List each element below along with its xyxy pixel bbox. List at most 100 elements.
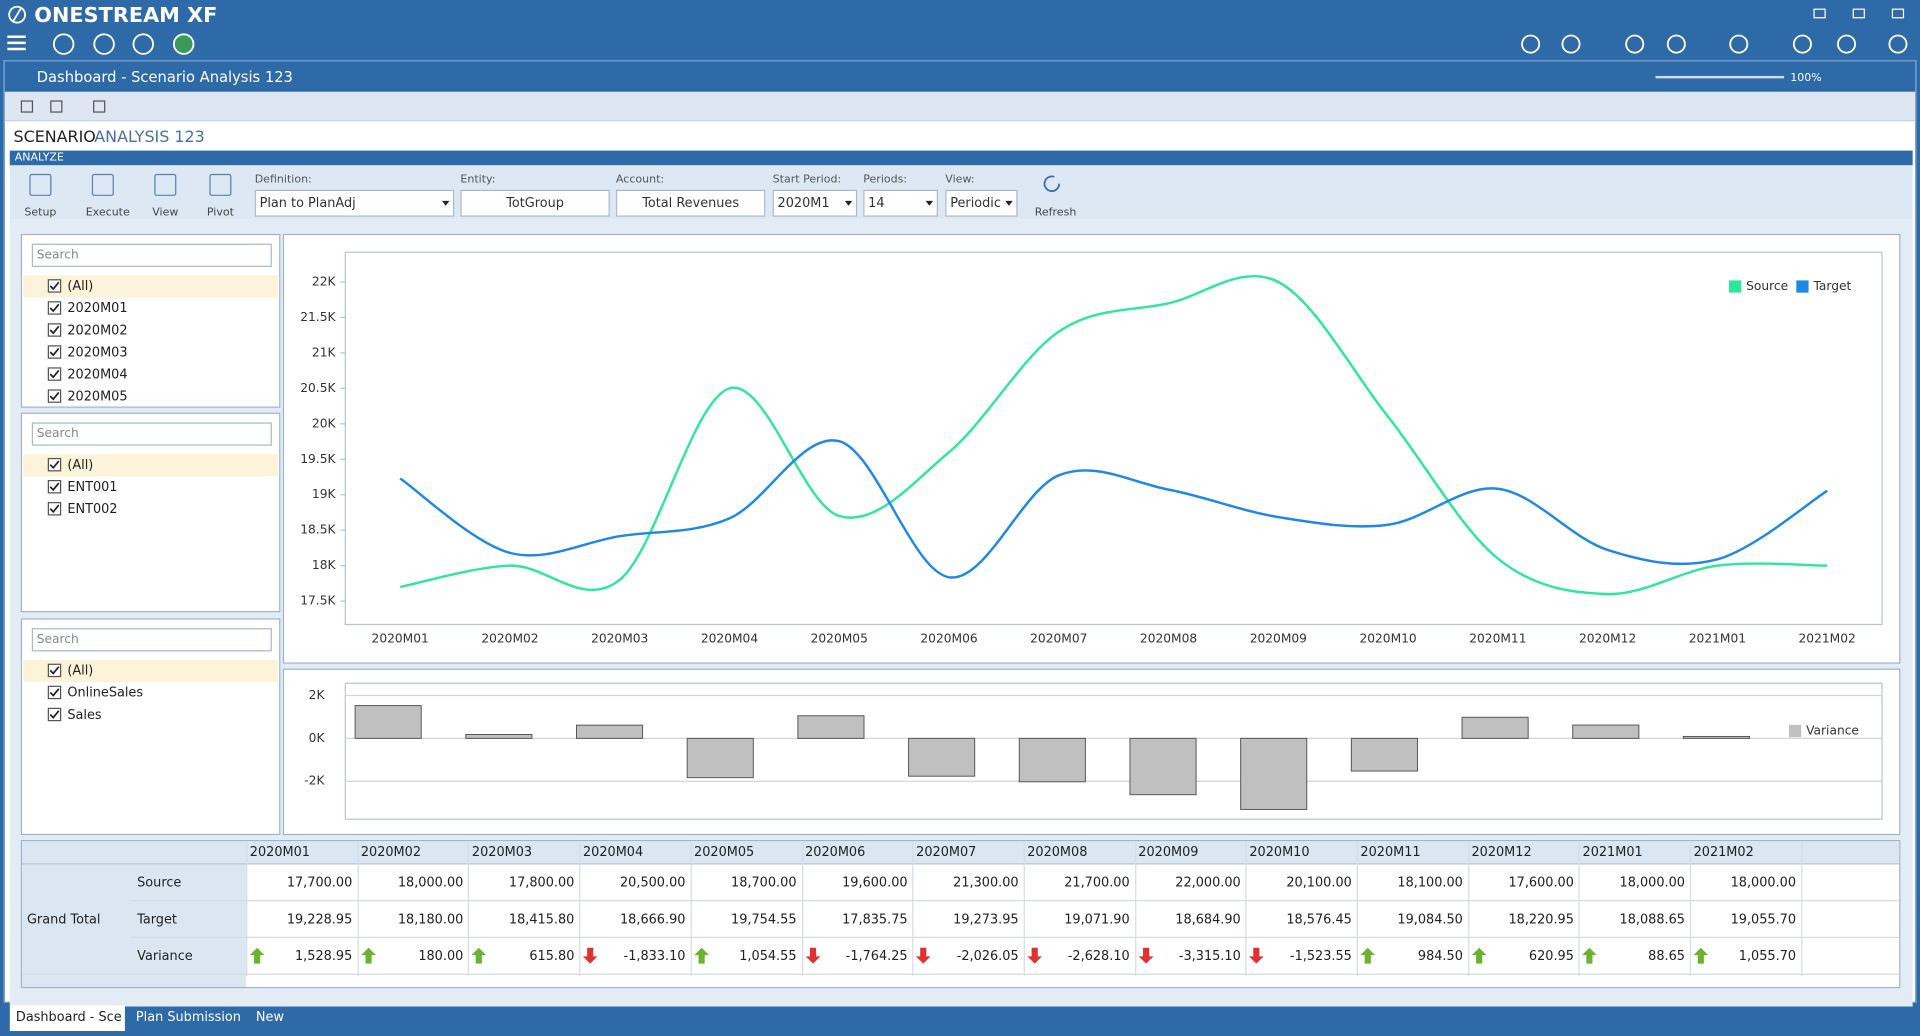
toolbar-icon[interactable] [50,100,63,113]
column-header: 2020M07 [916,844,977,860]
field-input[interactable]: TotGroup [460,189,610,217]
y-tick-label: 18K [312,558,337,572]
field-input[interactable]: Total Revenues [615,189,766,217]
y-tick-label: 18.5K [300,523,336,537]
field-input[interactable]: 14 [863,189,938,217]
search-box[interactable]: Search [31,628,272,652]
window-control[interactable] [1813,8,1826,19]
table-cell: 1,055.70 [1738,948,1797,964]
menu-button[interactable] [7,34,27,51]
filter-item[interactable]: OnlineSales [23,682,278,704]
search-box[interactable]: Search [31,243,272,267]
y-tick-label: 17.5K [300,594,336,608]
filter-item-label: Sales [67,707,102,723]
checkbox [47,707,62,722]
filter-item[interactable]: (All) [23,275,278,298]
toolbar-icon[interactable] [1791,33,1813,55]
x-tick-label: 2020M10 [1359,632,1416,646]
column-divider [1134,841,1136,976]
column-header: 2020M02 [360,844,422,860]
filter-item[interactable]: 2020M03 [23,342,278,364]
checkbox-check [49,391,60,401]
toolbar-icon[interactable] [1520,33,1542,55]
zoom-level: 100% [1790,72,1822,85]
filter-item[interactable]: 2020M05 [23,386,278,408]
checkbox [47,480,62,494]
toolbar-icon[interactable] [1560,33,1582,55]
toolbar-icon[interactable] [93,33,115,55]
toolbar-icon[interactable] [1887,33,1909,55]
filter-item[interactable]: ENT001 [23,476,278,498]
filter-item[interactable]: ENT002 [23,498,278,520]
line-chart-panel: 17.5K 18K 18.5K 19K 19.5K 20K 20.5K 21K 21.5K 22K… [282,233,1901,664]
arrow-down-icon [805,947,820,964]
icon-circle [1521,34,1541,54]
ribbon-button-label[interactable]: View [152,206,179,220]
window-control[interactable] [1891,8,1905,19]
bar [1240,737,1308,810]
dashboard-tab[interactable]: New [250,1005,299,1031]
search-box[interactable]: Search [31,422,272,446]
toolbar-icon[interactable] [93,100,106,113]
bar [576,724,644,739]
ribbon-button-icon[interactable] [209,173,232,196]
table-cell: 19,273.95 [953,912,1019,927]
zoom-slider[interactable] [1655,75,1785,79]
toolbar-icon[interactable] [172,33,195,55]
ribbon-button-label[interactable]: Execute [85,206,130,220]
tab-label: Dashboard - Scer [15,1010,122,1025]
ribbon-button-icon[interactable] [91,173,114,196]
ribbon-button-icon[interactable] [154,173,177,196]
section-title: ANALYZE [14,151,64,165]
field-input[interactable]: 2020M1 [772,189,858,217]
ribbon-button-label[interactable]: Pivot [206,206,234,220]
refresh-label[interactable]: Refresh [1034,206,1077,220]
toolbar-icon[interactable] [1624,33,1646,55]
row-label: Source [137,875,182,891]
column-header: 2020M09 [1138,844,1199,860]
toolbar-icon[interactable] [52,33,75,55]
field-label: View: [945,173,975,187]
bar [686,737,754,779]
toolbar-icon[interactable] [1665,33,1687,55]
dropdown-arrow [442,200,450,206]
toolbar-icon[interactable] [132,33,154,55]
refresh-icon[interactable] [1041,173,1063,195]
toolbar-icon[interactable] [20,100,34,113]
app-title: ONESTREAM XF [34,3,218,29]
filter-item[interactable]: 2020M02 [23,320,278,342]
window-control[interactable] [1852,8,1865,19]
y-tick-label: 20K [312,416,337,430]
tab-label: New [255,1010,284,1025]
checkbox-box [47,367,62,381]
plot-area [344,682,1883,820]
filter-item[interactable]: (All) [23,454,278,477]
arrow-shape [1360,947,1376,964]
dashboard-tab[interactable]: Plan Submission. [130,1005,245,1031]
row-label: Variance [137,948,193,964]
column-divider [579,841,581,976]
ribbon-button-icon[interactable] [29,173,52,196]
dashboard-tab[interactable]: Dashboard - Scer [9,1005,125,1032]
toolbar-icon[interactable] [1728,33,1750,55]
bar-chart-panel: 2K 0K -2K Variance [282,668,1901,836]
field-input[interactable]: Plan to PlanAdj [254,189,455,217]
field-label: Account: [615,173,665,187]
toolbar-icon[interactable] [1836,33,1858,55]
row-divider [22,973,1900,975]
arrow-shape [844,200,853,206]
row-label: Target [137,912,177,927]
field-input[interactable]: Periodic [945,189,1018,217]
filter-item[interactable]: 2020M04 [23,364,278,386]
filter-item[interactable]: (All) [23,660,278,683]
ribbon-button-label[interactable]: Setup [24,206,57,220]
column-divider [1467,841,1470,976]
table-cell: 20,500.00 [619,875,686,891]
filter-item[interactable]: 2020M01 [23,298,278,320]
filter-item[interactable]: Sales [23,704,278,726]
table-cell: 19,600.00 [842,875,908,891]
filter-item-label: (All) [67,457,94,473]
column-divider [468,841,470,976]
plot-area [344,251,1883,626]
legend-label: Source [1746,279,1788,293]
